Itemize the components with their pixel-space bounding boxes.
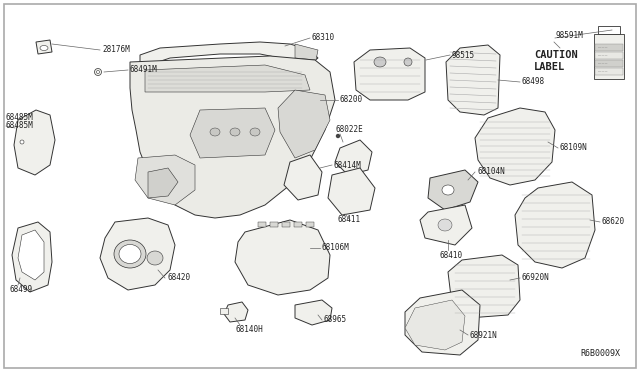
- Polygon shape: [14, 110, 55, 175]
- Polygon shape: [278, 90, 330, 158]
- Polygon shape: [335, 140, 372, 175]
- Polygon shape: [130, 56, 335, 218]
- Text: R6B0009X: R6B0009X: [580, 349, 620, 358]
- Text: 68420: 68420: [167, 273, 190, 282]
- Bar: [594, 34, 624, 79]
- Text: 68921N: 68921N: [470, 330, 498, 340]
- Bar: [282, 222, 290, 227]
- Polygon shape: [18, 230, 44, 280]
- Ellipse shape: [20, 140, 24, 144]
- Text: 68498: 68498: [522, 77, 545, 87]
- Text: 68414M: 68414M: [334, 160, 362, 170]
- Circle shape: [337, 135, 339, 138]
- Polygon shape: [448, 255, 520, 318]
- Polygon shape: [328, 168, 375, 215]
- Text: 68310: 68310: [312, 33, 335, 42]
- Polygon shape: [420, 205, 472, 245]
- Polygon shape: [148, 168, 178, 198]
- Bar: [220, 308, 228, 314]
- Text: 68491M: 68491M: [130, 65, 157, 74]
- Ellipse shape: [404, 58, 412, 66]
- Text: 68411: 68411: [338, 215, 361, 224]
- Text: 68410: 68410: [440, 250, 463, 260]
- Polygon shape: [140, 42, 318, 64]
- Text: 98591M: 98591M: [555, 32, 583, 41]
- Text: 68104N: 68104N: [477, 167, 505, 176]
- Text: 68485M: 68485M: [6, 122, 34, 131]
- Bar: [294, 222, 302, 227]
- Polygon shape: [190, 108, 275, 158]
- Polygon shape: [515, 182, 595, 268]
- Text: 68140H: 68140H: [235, 326, 263, 334]
- Polygon shape: [224, 302, 248, 322]
- Ellipse shape: [438, 219, 452, 231]
- Bar: [258, 222, 266, 227]
- Bar: [595, 68, 623, 75]
- Polygon shape: [284, 155, 322, 200]
- Ellipse shape: [147, 251, 163, 265]
- Text: 68965: 68965: [324, 315, 347, 324]
- Text: CAUTION: CAUTION: [534, 50, 578, 60]
- Bar: [595, 44, 623, 51]
- Ellipse shape: [114, 240, 146, 268]
- Polygon shape: [428, 170, 478, 210]
- Bar: [270, 222, 278, 227]
- Bar: [306, 222, 314, 227]
- Polygon shape: [405, 290, 480, 355]
- Text: 68106M: 68106M: [322, 244, 349, 253]
- Ellipse shape: [442, 185, 454, 195]
- Text: -------: -------: [598, 70, 609, 74]
- Polygon shape: [145, 65, 310, 92]
- Polygon shape: [354, 48, 425, 100]
- Ellipse shape: [250, 128, 260, 136]
- Text: 28176M: 28176M: [102, 45, 130, 55]
- Ellipse shape: [210, 128, 220, 136]
- Ellipse shape: [230, 128, 240, 136]
- Ellipse shape: [119, 244, 141, 263]
- Polygon shape: [405, 300, 465, 350]
- Polygon shape: [12, 222, 52, 292]
- Polygon shape: [446, 45, 500, 115]
- Polygon shape: [135, 155, 195, 205]
- Text: 98515: 98515: [452, 51, 475, 60]
- Text: 68200: 68200: [340, 96, 363, 105]
- Polygon shape: [295, 300, 332, 325]
- Ellipse shape: [40, 45, 48, 51]
- Text: LABEL: LABEL: [534, 62, 565, 72]
- Polygon shape: [36, 40, 52, 54]
- Text: -------: -------: [598, 45, 609, 49]
- Ellipse shape: [374, 57, 386, 67]
- Text: -------: -------: [598, 61, 609, 65]
- Bar: [595, 60, 623, 67]
- Text: -------: -------: [598, 54, 609, 58]
- Text: 68499: 68499: [10, 285, 33, 295]
- Text: 68109N: 68109N: [560, 144, 588, 153]
- Text: 68022E: 68022E: [335, 125, 363, 135]
- Polygon shape: [295, 44, 318, 60]
- Bar: [598, 26, 620, 34]
- Text: 68485M: 68485M: [6, 113, 34, 122]
- Polygon shape: [100, 218, 175, 290]
- Ellipse shape: [97, 71, 99, 74]
- Ellipse shape: [95, 68, 102, 76]
- Text: 68620: 68620: [602, 218, 625, 227]
- Polygon shape: [475, 108, 555, 185]
- Bar: [595, 52, 623, 59]
- Polygon shape: [235, 220, 330, 295]
- Text: 66920N: 66920N: [522, 273, 550, 282]
